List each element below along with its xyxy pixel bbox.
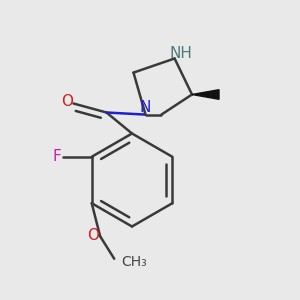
Text: N: N xyxy=(140,100,151,116)
Polygon shape xyxy=(192,90,219,99)
Text: CH₃: CH₃ xyxy=(122,255,148,269)
Text: O: O xyxy=(88,228,100,243)
Text: F: F xyxy=(52,148,61,164)
Text: O: O xyxy=(61,94,73,110)
Text: NH: NH xyxy=(169,46,192,61)
